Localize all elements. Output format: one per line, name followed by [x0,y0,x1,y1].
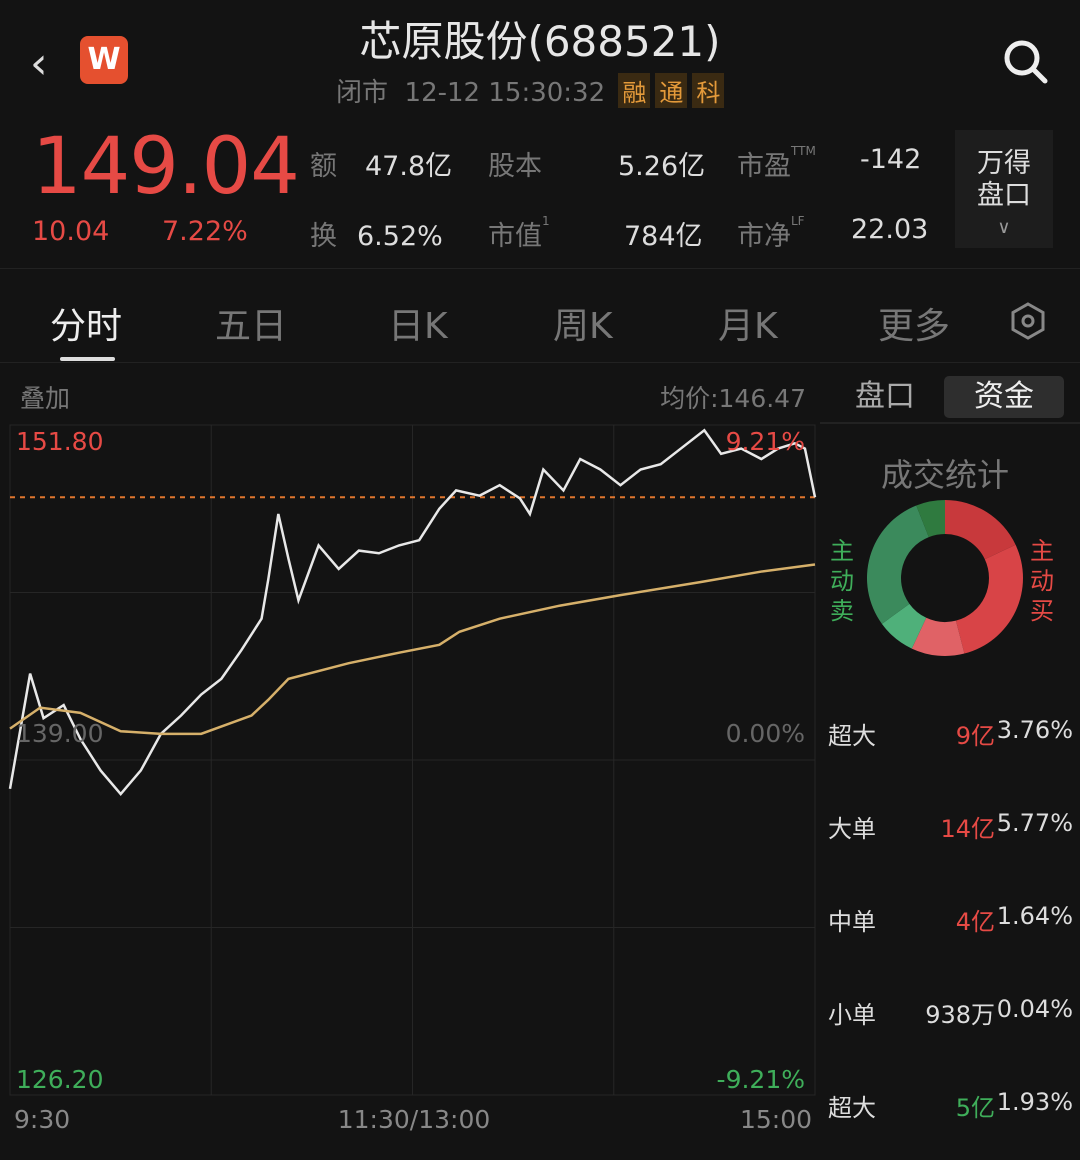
flow-row-label: 小单 [828,1001,876,1029]
x-label-close: 15:00 [740,1105,812,1134]
average-line [9,563,816,736]
price-change: 10.04 [32,216,110,247]
y-label-top: 151.80 [16,427,103,456]
donut-segment [916,500,945,538]
flow-row-pct: 1.64% [996,902,1073,930]
stat-shares-value: 5.26亿 [618,151,706,182]
price-change-pct: 7.22% [162,216,248,247]
donut-segment [867,505,929,624]
last-price: 149.04 [32,122,300,212]
tab-daily-k[interactable]: 日K [388,306,448,347]
wind-depth-button[interactable]: 万得 盘口 ∨ [955,130,1053,248]
flow-row-amount: 14亿 [940,815,995,843]
stat-turnover: 换 6.52% [310,221,443,252]
y-label-mid-pct: 0.00% [726,719,805,748]
flow-row-pct: 3.76% [996,716,1073,744]
flow-row-amount: 9亿 [955,722,995,750]
hexagon-settings-icon[interactable] [1008,301,1048,341]
stat-shares-label: 股本 [488,151,542,182]
datetime: 12-12 15:30:32 [404,78,606,108]
status-text: 闭市 [336,78,389,108]
tab-five-day[interactable]: 五日 [215,306,288,347]
back-button[interactable]: ‹ [30,38,48,89]
flow-row-amount: 938万 [925,1001,995,1029]
x-label-midday: 11:30/13:00 [338,1105,491,1134]
x-label-open: 9:30 [14,1105,70,1134]
flow-row-pct: 5.77% [996,809,1073,837]
stat-pe-label: 市盈TTM [737,144,816,182]
active-buy-label: 主动买 [1030,537,1054,625]
tag-margin[interactable]: 融 [618,73,651,108]
chart-tabs: 分时 五日 日K 周K 月K 更多 [0,268,1080,363]
flow-row-label: 超大 [828,722,876,750]
tab-intraday[interactable]: 分时 [50,306,123,347]
intraday-chart: 叠加 均价:146.47 151.80 9.21% 139.00 0.00% 126.20 -… [0,370,820,1156]
fund-panel: 盘口 资金 成交统计 主动卖 主动买 超大 9亿 3.76% 大单 14亿 5.77% 中单… [820,370,1080,1156]
stat-pe-value: -142 [860,144,922,175]
tag-connect[interactable]: 通 [655,73,688,108]
flow-row-pct: 0.04% [996,995,1073,1023]
trade-stats-title: 成交统计 [880,456,1009,494]
stat-pb-label: 市净LF [737,214,805,252]
tab-more[interactable]: 更多 [878,306,951,347]
y-label-bottom: 126.20 [16,1065,103,1094]
donut-segment [911,617,965,656]
flow-row-label: 大单 [828,815,876,843]
active-tab-indicator [60,357,115,361]
donut-segment [945,500,1016,560]
overlay-button: 叠加 [20,384,70,413]
stat-pb-value: 22.03 [851,214,929,245]
y-label-bottom-pct: -9.21% [717,1065,805,1094]
flow-row-amount: 5亿 [955,1094,995,1122]
stat-amount: 额 47.8亿 [310,151,453,182]
market-status: 闭市 12-12 15:30:32 融通科 [336,72,725,109]
y-label-top-pct: 9.21% [726,427,805,456]
search-icon[interactable] [1000,36,1050,86]
stat-mcap-value: 784亿 [624,221,703,252]
panel-tab-funds[interactable]: 资金 [944,376,1064,418]
flow-row-label: 中单 [828,908,876,936]
flow-row-label: 超大 [828,1094,876,1122]
chevron-down-icon: ∨ [997,217,1011,238]
trade-donut-chart [867,500,1023,656]
stock-title: 芯原股份(688521) [359,17,721,66]
tab-weekly-k[interactable]: 周K [553,306,613,347]
tag-star[interactable]: 科 [692,73,725,108]
chart-svg[interactable]: 叠加 均价:146.47 151.80 9.21% 139.00 0.00% 126.20 -… [0,370,820,1156]
panel-tab-depth[interactable]: 盘口 [855,379,915,414]
donut-segment [881,603,927,649]
flow-row-amount: 4亿 [955,908,995,936]
price-line [8,428,817,796]
avg-price-label: 均价:146.47 [660,384,806,413]
chevron-left-icon: ‹ [30,38,48,89]
wind-logo[interactable]: W [80,36,128,84]
active-sell-label: 主动卖 [830,537,854,625]
flow-row-pct: 1.93% [996,1088,1073,1116]
tab-monthly-k[interactable]: 月K [718,306,778,347]
donut-segment [955,544,1023,654]
stat-mcap-label: 市值1 [488,214,550,252]
y-label-mid: 139.00 [16,719,103,748]
